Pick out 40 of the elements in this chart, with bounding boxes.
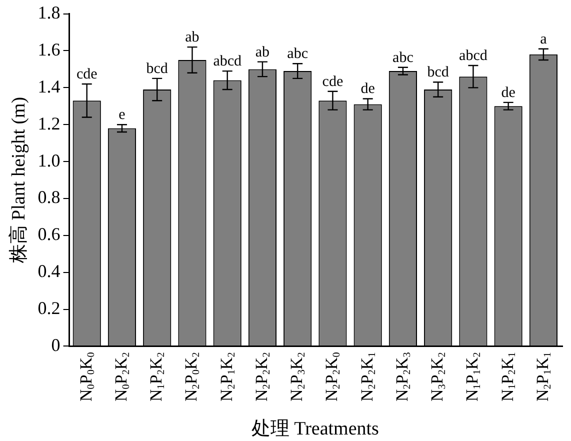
x-tick-label: N2P1K2 xyxy=(216,352,238,402)
x-tick-label: N2P2K0 xyxy=(322,352,343,402)
annotation: cde xyxy=(76,66,98,82)
x-tick-label: N0P2K2 xyxy=(111,352,132,402)
annotation: abc xyxy=(287,46,308,62)
annotation: abcd xyxy=(459,48,488,64)
x-tick-label: N1P2K1 xyxy=(498,352,518,402)
annotation: de xyxy=(501,84,516,101)
y-tick-label: 1.2 xyxy=(38,113,60,134)
y-tick-label: 0 xyxy=(51,334,60,355)
annotation: ab xyxy=(185,29,200,46)
y-tick-label: 0.2 xyxy=(38,298,60,318)
y-tick-label: 0.4 xyxy=(38,261,60,282)
y-tick-label: 1.6 xyxy=(38,39,60,60)
x-tick-label: N2P2K2 xyxy=(252,352,272,402)
x-tick-label: N2P2K3 xyxy=(392,352,413,402)
x-tick-label: N1P1K2 xyxy=(462,352,484,402)
annotation: de xyxy=(360,81,376,98)
x-tick-label: N2P2K1 xyxy=(357,352,378,402)
x-axis-title: 处理 Treatments xyxy=(251,418,379,440)
x-tick-label: N2P1K1 xyxy=(532,352,554,402)
x-tick-label: N3P2K2 xyxy=(428,352,448,402)
y-tick-label: 0.6 xyxy=(38,224,60,244)
y-tick-label: 1.8 xyxy=(38,2,60,23)
y-tick-label: 1.0 xyxy=(38,150,60,170)
x-tick-label: N0P0K0 xyxy=(76,352,97,402)
annotation: e xyxy=(118,107,126,124)
x-tick-label: N1P2K2 xyxy=(146,352,168,402)
y-axis-title: 株高 Plant height (m) xyxy=(7,96,30,264)
annotation: abc xyxy=(392,50,414,66)
y-tick-label: 1.4 xyxy=(38,76,60,96)
annotation: abcd xyxy=(213,53,242,70)
annotation: a xyxy=(540,31,548,48)
annotation: cde xyxy=(322,74,344,90)
annotation: bcd xyxy=(427,64,450,81)
annotation: ab xyxy=(255,44,270,60)
annotation: bcd xyxy=(146,60,168,77)
y-tick-label: 0.8 xyxy=(38,187,60,208)
x-tick-label: N2P3K2 xyxy=(287,352,308,402)
x-tick-label: N2P0K2 xyxy=(182,352,202,402)
